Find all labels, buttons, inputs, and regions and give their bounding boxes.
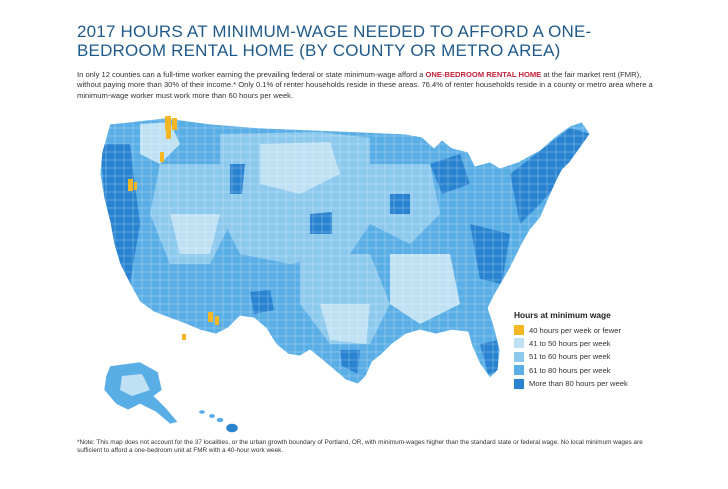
legend-swatch xyxy=(514,325,524,335)
legend-item: More than 80 hours per week xyxy=(514,378,694,390)
footnote: *Note: This map does not account for the… xyxy=(77,439,643,455)
map-legend: Hours at minimum wage 40 hours per week … xyxy=(514,310,694,391)
legend-items: 40 hours per week or fewer 41 to 50 hours… xyxy=(514,324,694,390)
legend-label: 51 to 60 hours per week xyxy=(529,352,611,362)
legend-swatch xyxy=(514,351,524,362)
legend-title: Hours at minimum wage xyxy=(514,310,611,320)
intro-before: In only 12 counties can a full-time work… xyxy=(77,70,426,79)
intro-text: In only 12 counties can a full-time work… xyxy=(77,70,662,101)
affordable-counties xyxy=(128,116,219,340)
legend-item: 41 to 50 hours per week xyxy=(514,337,694,349)
map-title: 2017 HOURS AT MINIMUM-WAGE NEEDED TO AFF… xyxy=(77,22,592,60)
legend-label: 40 hours per week or fewer xyxy=(529,325,622,335)
legend-label: 61 to 80 hours per week xyxy=(529,365,611,375)
legend-label: 41 to 50 hours per week xyxy=(529,338,611,348)
hawaii xyxy=(198,409,239,433)
legend-item: 61 to 80 hours per week xyxy=(514,364,694,376)
legend-item: 40 hours per week or fewer xyxy=(514,324,694,336)
intro-highlight: ONE-BEDROOM RENTAL HOME xyxy=(425,70,542,79)
legend-item: 51 to 60 hours per week xyxy=(514,351,694,363)
map-svg xyxy=(99,116,591,433)
us-county-map xyxy=(70,104,670,434)
legend-label: More than 80 hours per week xyxy=(529,379,628,389)
legend-swatch xyxy=(514,365,524,376)
legend-swatch xyxy=(514,378,524,389)
intro-after: at the fair market rent (FMR), without p… xyxy=(77,70,653,100)
county-regions xyxy=(100,118,590,384)
legend-swatch xyxy=(514,338,524,349)
